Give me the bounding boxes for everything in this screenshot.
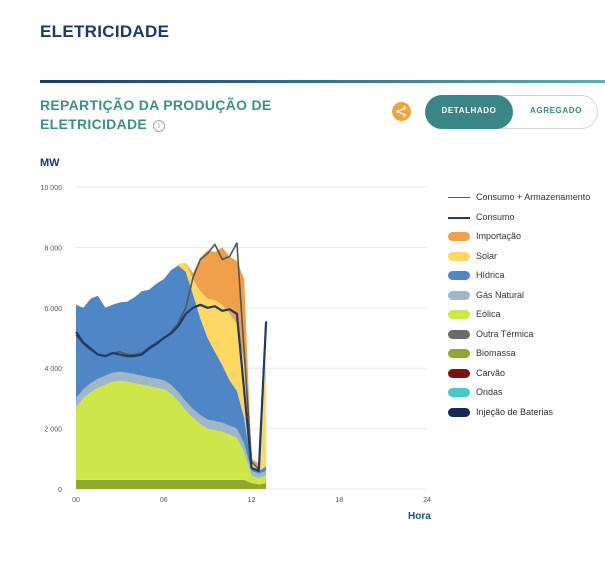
legend-swatch <box>448 349 470 358</box>
legend-label: Outra Térmica <box>476 328 534 339</box>
legend-swatch <box>448 329 470 339</box>
view-toggle: DETALHADO AGREGADO <box>425 95 598 129</box>
legend-item[interactable]: Hídrica <box>446 266 605 286</box>
section-divider <box>40 80 605 83</box>
toggle-agregado[interactable]: AGREGADO <box>530 106 582 115</box>
legend-item[interactable]: Importação <box>446 227 605 247</box>
area-biomassa <box>76 479 267 489</box>
legend-swatch <box>448 310 470 319</box>
legend-label: Ondas <box>476 387 503 397</box>
legend-label: Consumo + Armazenamento <box>476 192 591 202</box>
y-tick-label: 0 <box>58 487 62 494</box>
legend-item[interactable]: Carvão <box>446 364 605 384</box>
x-tick-label: 06 <box>160 497 168 504</box>
area-g-s-natural <box>76 371 267 479</box>
section-title: REPARTIÇÃO DA PRODUÇÃO DE ELETRICIDADE i <box>40 96 300 134</box>
legend-item[interactable]: Consumo <box>446 208 605 228</box>
legend-swatch <box>448 232 470 241</box>
legend-label: Eólica <box>476 309 501 319</box>
production-chart: 0 2 000 4 000 6 000 8 000 10 000 00 06 12 18 24 <box>41 185 431 504</box>
legend-swatch <box>448 290 470 300</box>
y-tick-label: 8 000 <box>44 245 62 252</box>
y-tick-label: 10 000 <box>41 185 63 192</box>
y-tick-label: 4 000 <box>44 366 62 373</box>
legend-swatch <box>448 368 470 378</box>
legend-item[interactable]: Consumo + Armazenamento <box>446 188 605 208</box>
x-tick-label: 24 <box>423 497 431 504</box>
share-button[interactable] <box>392 102 411 121</box>
toggle-detalhado[interactable]: DETALHADO <box>425 95 513 129</box>
section-title-text: REPARTIÇÃO DA PRODUÇÃO DE ELETRICIDADE <box>40 97 272 132</box>
legend-item[interactable]: Eólica <box>446 305 605 325</box>
legend-label: Solar <box>476 250 498 261</box>
y-tick-label: 6 000 <box>44 306 62 313</box>
area-importa-o <box>76 247 267 468</box>
page-title: ELETRICIDADE <box>40 22 170 41</box>
legend-swatch <box>448 407 470 417</box>
legend-label: Biomassa <box>476 348 516 358</box>
legend-label: Carvão <box>476 367 506 378</box>
legend-item[interactable]: Ondas <box>446 383 605 403</box>
legend-swatch <box>448 388 470 397</box>
legend-label: Gás Natural <box>476 289 525 300</box>
x-tick-label: 00 <box>72 497 80 504</box>
area-e-lica <box>76 380 267 485</box>
legend-item[interactable]: Solar <box>446 247 605 267</box>
legend-swatch <box>448 271 470 280</box>
legend-label: Consumo <box>476 211 515 222</box>
legend-label: Hídrica <box>476 270 505 280</box>
legend-label: Injeção de Baterias <box>476 406 554 417</box>
x-tick-label: 12 <box>248 497 256 504</box>
area-h-drica <box>76 265 267 474</box>
legend-item[interactable]: Outra Térmica <box>446 325 605 345</box>
area-solar <box>76 262 267 471</box>
legend-label: Importação <box>476 231 522 241</box>
chart-legend: Consumo + Armazenamento Consumo Importação… <box>446 188 605 422</box>
y-tick-label: 2 000 <box>44 427 62 434</box>
info-icon[interactable]: i <box>153 120 166 132</box>
legend-line-marker <box>448 197 470 198</box>
x-tick-label: 18 <box>335 497 343 504</box>
x-axis-title: Hora <box>408 511 431 522</box>
legend-item[interactable]: Biomassa <box>446 344 605 364</box>
legend-swatch <box>448 251 470 261</box>
legend-item[interactable]: Gás Natural <box>446 286 605 306</box>
legend-line-marker <box>448 216 470 219</box>
y-axis-unit: MW <box>40 157 60 169</box>
legend-item[interactable]: Injeção de Baterias <box>446 403 605 423</box>
line-consumo <box>75 303 268 472</box>
share-icon <box>396 106 407 117</box>
